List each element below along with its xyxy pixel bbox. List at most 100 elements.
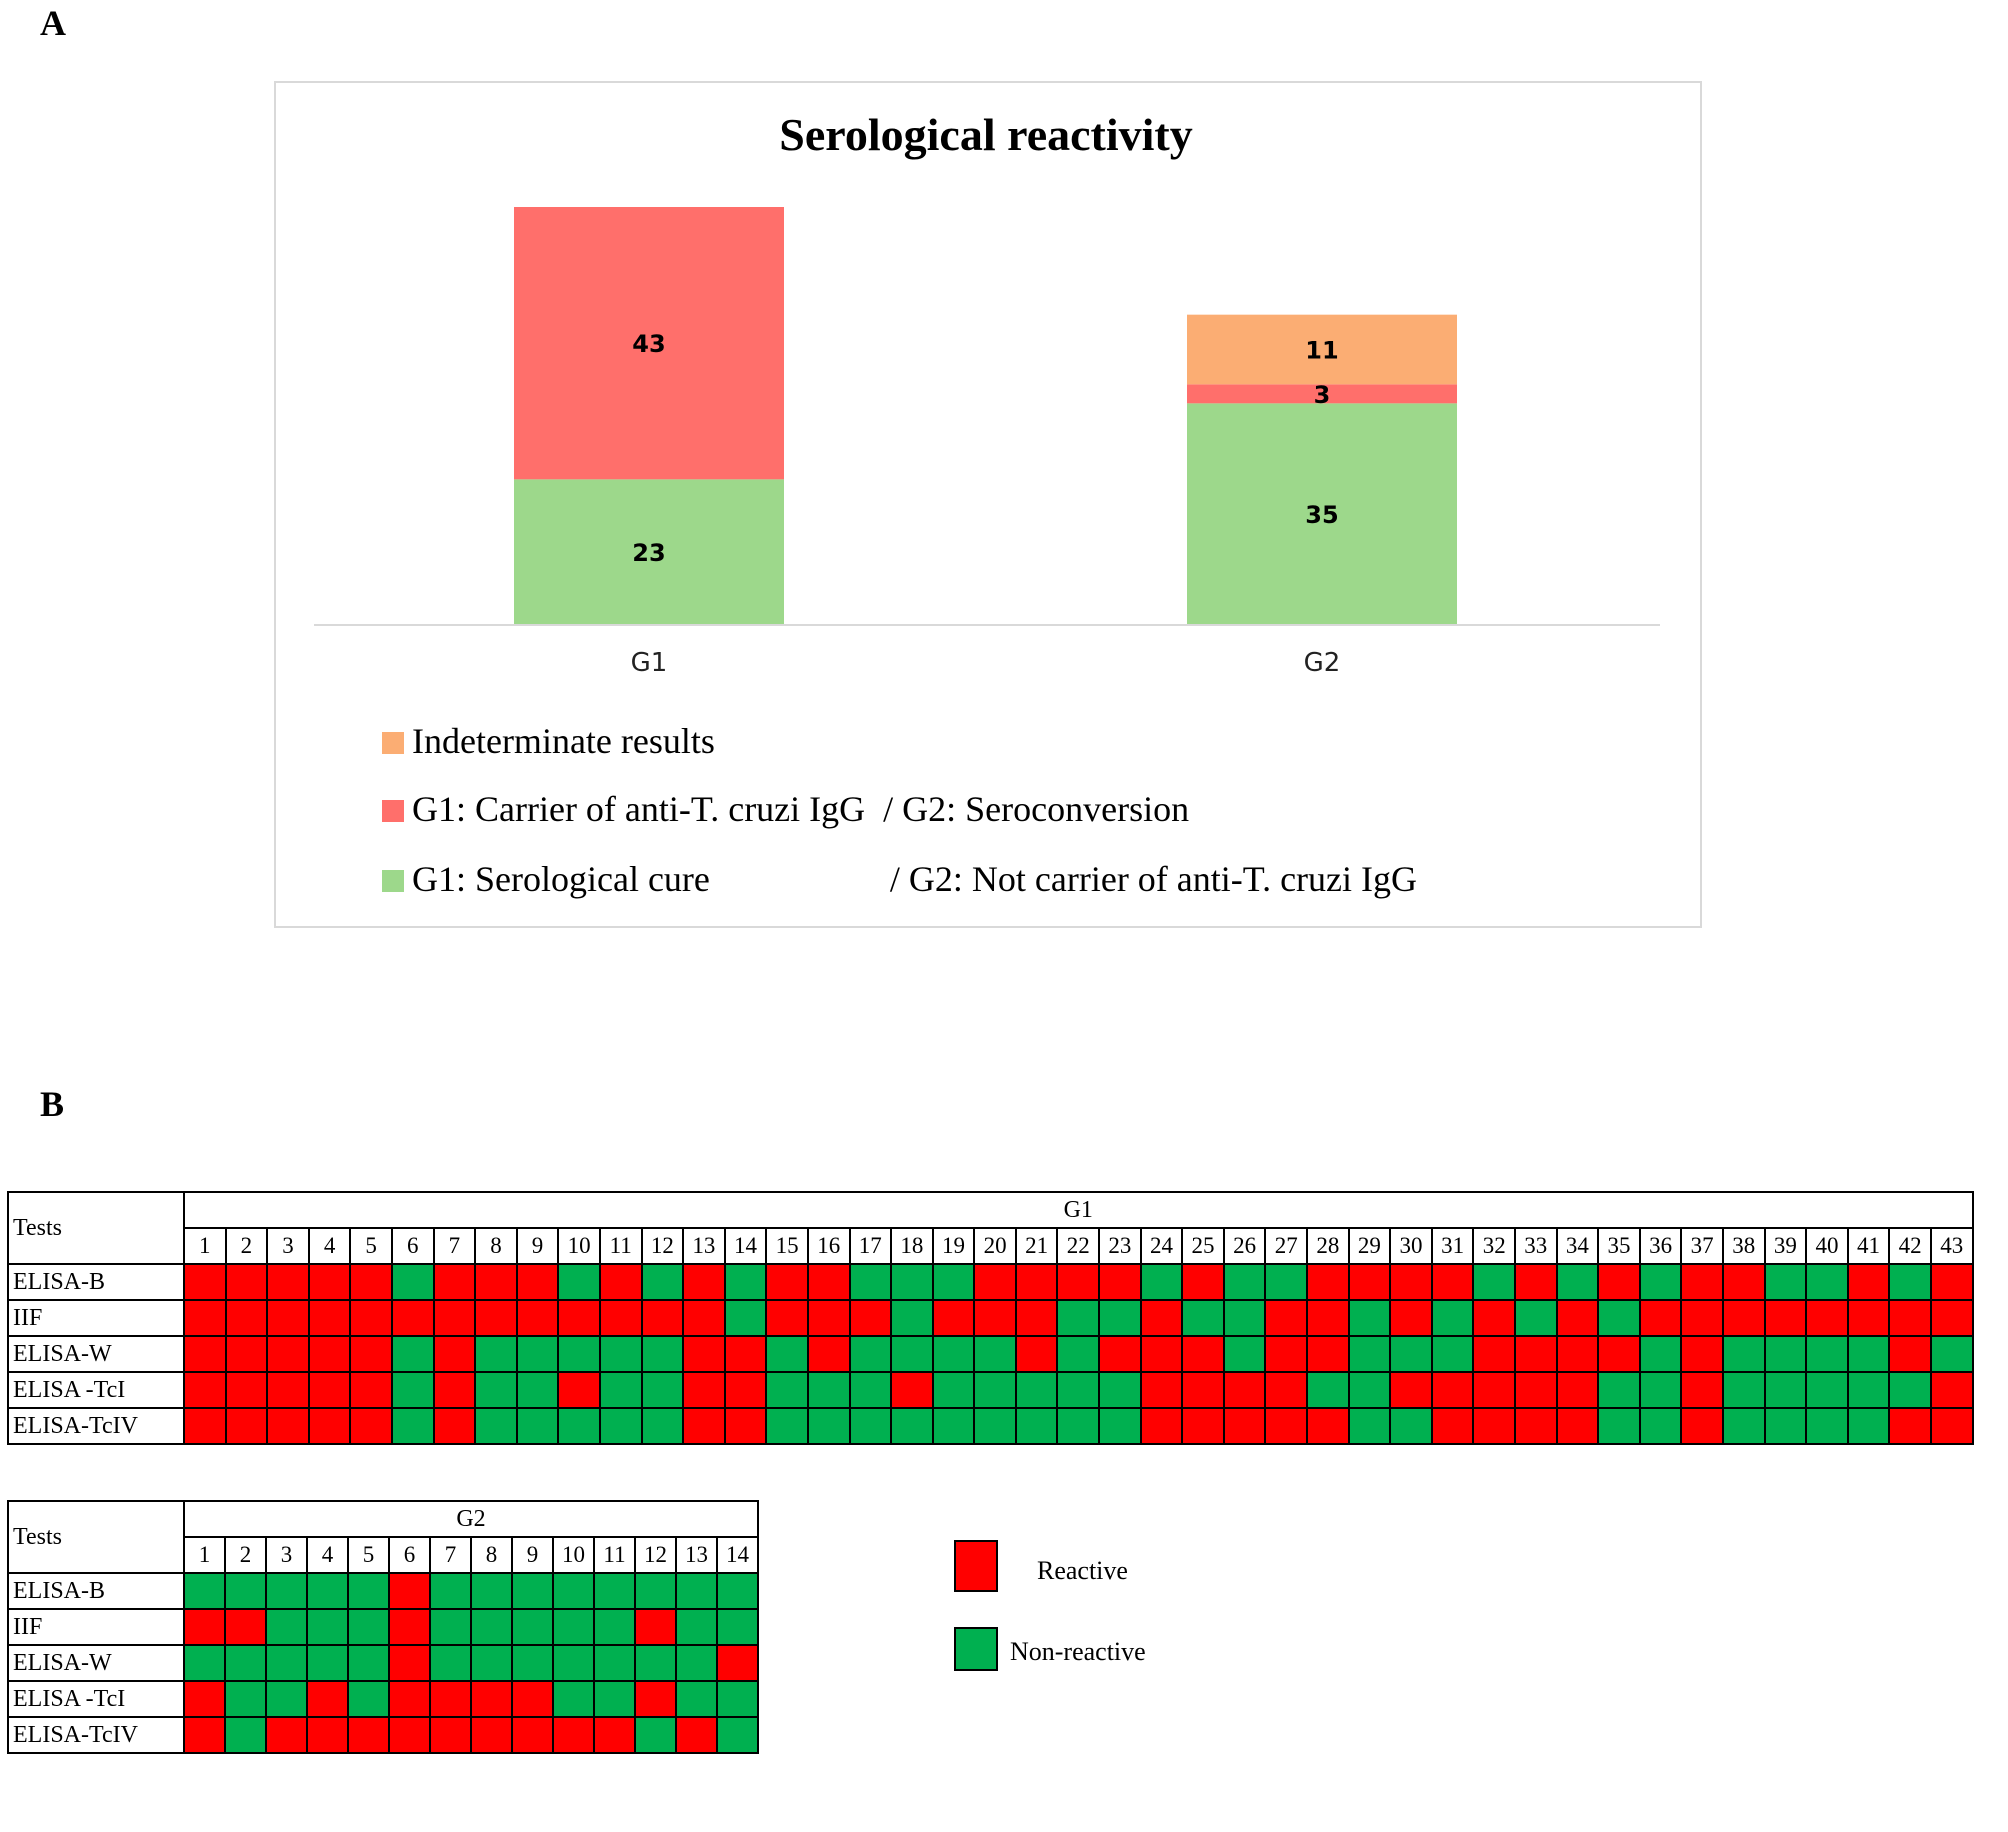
non-reactive-cell [474,1335,518,1373]
non-reactive-cell [890,1335,934,1373]
non-reactive-cell [973,1407,1017,1445]
reactive-cell [1222,1407,1267,1445]
reactive-cell [1929,1263,1974,1301]
g2-sample-number: 6 [388,1536,431,1574]
reactive-cell [1014,1299,1059,1337]
non-reactive-cell [1763,1263,1808,1301]
data-label-g1-1: 43 [632,330,665,358]
reactive-cell [1514,1263,1558,1301]
g1-sample-number: 20 [973,1227,1017,1265]
reactive-cell [1763,1299,1808,1337]
non-reactive-cell [1721,1371,1766,1409]
non-reactive-cell [474,1407,518,1445]
non-reactive-cell [634,1572,677,1610]
g1-sample-number: 2 [224,1227,269,1265]
reactive-cell [1514,1371,1558,1409]
non-reactive-cell [429,1644,472,1682]
g1-table-row: IIF [7,1299,1974,1337]
non-reactive-cell [1638,1407,1683,1445]
data-label-g1-0: 23 [632,539,665,567]
reactive-cell [1181,1371,1225,1409]
non-reactive-cell [347,1608,390,1646]
non-reactive-cell [1721,1335,1766,1373]
non-reactive-cell [1763,1335,1808,1373]
non-reactive-cell [890,1299,934,1337]
reactive-cell [432,1407,477,1445]
reactive-cell [1555,1407,1600,1445]
g1-test-name: ELISA-TcIV [7,1407,185,1445]
reactive-cell [347,1716,390,1754]
panel-b-letter: B [40,1084,65,1124]
g2-table-row: ELISA-TcIV [7,1716,759,1754]
non-reactive-cell [890,1263,934,1301]
non-reactive-cell [552,1608,595,1646]
g2-sample-number: 7 [429,1536,472,1574]
g1-tests-header: Tests [7,1191,185,1265]
non-reactive-cell [347,1680,390,1718]
reactive-cell [593,1716,636,1754]
non-reactive-cell [1597,1371,1641,1409]
non-reactive-cell [598,1407,643,1445]
reactive-cell [224,1407,269,1445]
reactive-cell [432,1371,477,1409]
non-reactive-cell [1638,1263,1683,1301]
g1-sample-number: 33 [1514,1227,1558,1265]
non-reactive-cell [931,1407,976,1445]
non-reactive-cell [265,1608,308,1646]
reactive-cell [1181,1335,1225,1373]
reactive-cell [1306,1407,1350,1445]
reactive-cell [1721,1299,1766,1337]
g1-sample-number: 30 [1389,1227,1433,1265]
reactive-cell [266,1371,310,1409]
g1-sample-number: 4 [307,1227,352,1265]
reactive-cell [682,1335,726,1373]
non-reactive-cell [557,1335,601,1373]
non-reactive-cell [723,1263,768,1301]
non-reactive-cell [390,1371,435,1409]
legend-text-2: G1: Serological cure / G2: Not carrier o… [412,859,1418,899]
g2-sample-number: 5 [347,1536,390,1574]
g1-sample-number: 22 [1056,1227,1101,1265]
non-reactive-cell [1514,1299,1558,1337]
non-reactive-cell [716,1608,759,1646]
reactive-cell [1472,1407,1516,1445]
reactive-cell [388,1680,431,1718]
g1-table-row: ELISA-TcIV [7,1407,1974,1445]
g1-sample-number: 11 [598,1227,643,1265]
g2-sample-number: 13 [675,1536,718,1574]
non-reactive-cell [716,1572,759,1610]
reactive-cell [349,1299,393,1337]
g1-sample-number: 18 [890,1227,934,1265]
reactive-cell [931,1299,976,1337]
non-reactive-cell [848,1371,893,1409]
reactive-cell [432,1299,477,1337]
reactive-cell [1472,1371,1516,1409]
non-reactive-cell [306,1572,349,1610]
g2-sample-number: 10 [552,1536,595,1574]
reactive-cell [388,1644,431,1682]
stacked-bar-chart: Serological reactivity 23 43 35 3 11 G1 G2 [314,109,1660,678]
g2-sample-number: 9 [511,1536,554,1574]
legend-text-0: Indeterminate results [412,721,715,761]
non-reactive-cell [634,1716,677,1754]
reactive-cell [557,1371,601,1409]
g2-sample-number: 8 [470,1536,513,1574]
non-reactive-cell [347,1644,390,1682]
reactive-cell [1181,1263,1225,1301]
non-reactive-cell [848,1335,893,1373]
legend-swatch-0 [382,732,404,754]
non-reactive-cell [557,1263,601,1301]
reactive-cell [1264,1335,1309,1373]
non-reactive-cell [224,1680,267,1718]
g1-sample-number: 41 [1846,1227,1891,1265]
non-reactive-cell [306,1644,349,1682]
reactive-cell [1638,1299,1683,1337]
reactive-cell [349,1371,393,1409]
non-reactive-cell [515,1407,560,1445]
data-label-g2-1: 3 [1314,381,1331,409]
reactive-cell [723,1371,768,1409]
non-reactive-cell [511,1644,554,1682]
non-reactive-cell [470,1572,513,1610]
reactive-cell [1472,1299,1516,1337]
g1-sample-number: 35 [1597,1227,1641,1265]
